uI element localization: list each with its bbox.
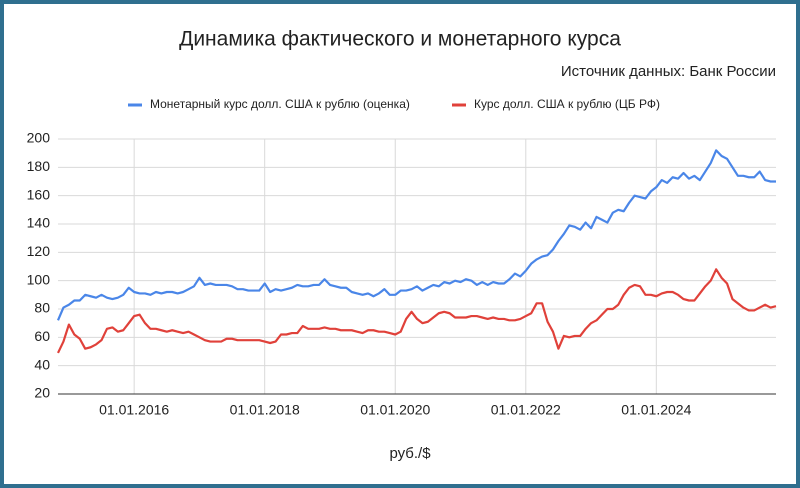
legend-label: Монетарный курс долл. США к рублю (оценк…: [150, 97, 410, 111]
axis-label: руб./$: [389, 445, 431, 462]
x-tick-label: 01.01.2024: [621, 402, 691, 418]
y-tick-label: 180: [27, 158, 51, 174]
chart-title: Динамика фактического и монетарного курс…: [179, 28, 621, 51]
y-tick-label: 80: [34, 300, 50, 316]
legend-label: Курс долл. США к рублю (ЦБ РФ): [474, 97, 660, 111]
y-tick-label: 160: [27, 186, 51, 202]
y-tick-label: 60: [34, 328, 50, 344]
chart-subtitle: Источник данных: Банк России: [561, 63, 776, 80]
x-tick-label: 01.01.2022: [491, 402, 561, 418]
y-tick-label: 140: [27, 215, 51, 231]
y-tick-label: 40: [34, 356, 50, 372]
series-line: [57, 268, 777, 354]
y-tick-label: 120: [27, 243, 51, 259]
y-tick-label: 100: [27, 271, 51, 287]
x-tick-label: 01.01.2018: [230, 402, 300, 418]
series-line: [56, 149, 776, 321]
y-tick-label: 200: [27, 130, 51, 146]
x-tick-label: 01.01.2020: [360, 402, 430, 418]
y-tick-label: 20: [34, 385, 50, 401]
x-tick-label: 01.01.2016: [99, 402, 169, 418]
